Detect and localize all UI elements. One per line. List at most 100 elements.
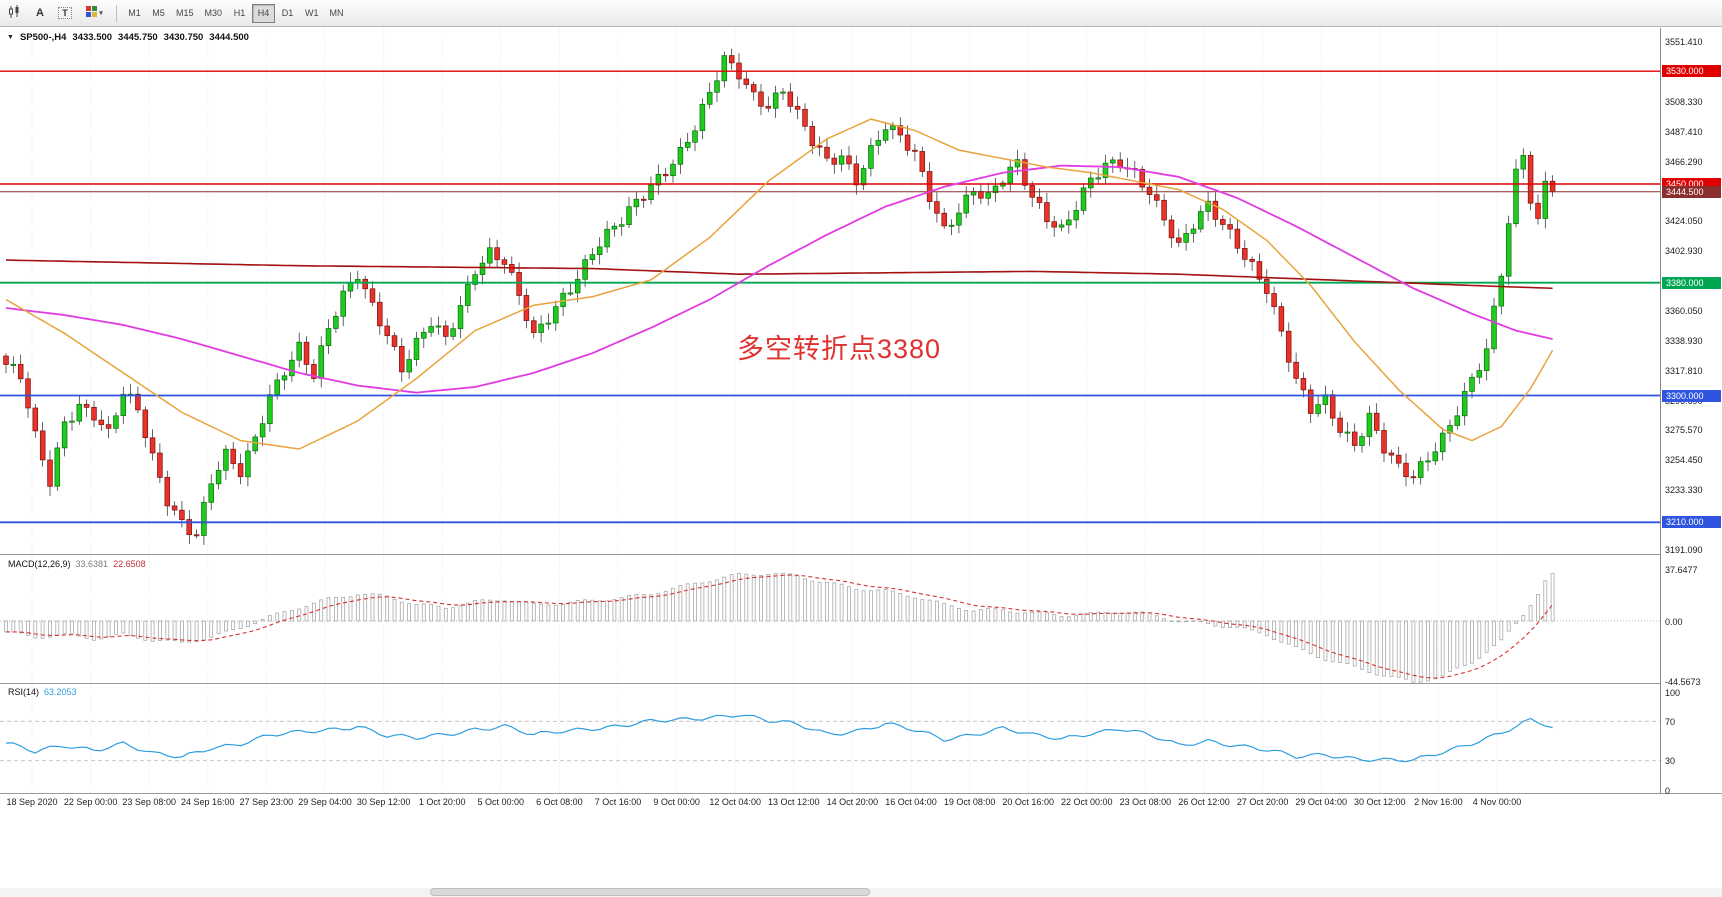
rsi-line (6, 714, 1553, 763)
price-axis-label: 3338.930 (1665, 336, 1703, 347)
price-chart-canvas[interactable] (0, 28, 1660, 554)
macd-signal-value: 22.6508 (113, 559, 146, 569)
rsi-label: RSI(14) 63.2053 (8, 687, 77, 697)
symbol-ohlc-label: ▼ SP500-,H4 3433.500 3445.750 3430.750 3… (7, 32, 249, 43)
toolbar-separator (116, 4, 117, 22)
toolbar: A T ▾ M1 M5 M15 M30 H1 H4 D1 W1 MN (0, 0, 1722, 27)
timeframe-toolbar: M1 M5 M15 M30 H1 H4 D1 W1 MN (123, 3, 349, 23)
time-axis-label: 6 Oct 08:00 (536, 797, 583, 807)
price-chart-svg (0, 28, 1660, 554)
rsi-panel-canvas[interactable] (0, 684, 1660, 793)
time-gridlines (31, 684, 1498, 793)
time-axis-label: 4 Nov 00:00 (1472, 797, 1522, 807)
time-axis-label: 19 Oct 08:00 (943, 797, 996, 807)
ma-long-line (5, 259, 1553, 290)
panel-divider[interactable] (0, 683, 1722, 684)
price-axis-label: 3233.330 (1665, 484, 1703, 495)
ma-fast-line (5, 118, 1554, 450)
rsi-value: 63.2053 (44, 687, 77, 697)
macd-axis-label: 0.00 (1665, 616, 1683, 627)
timeframe-button-mn[interactable]: MN (329, 8, 344, 18)
time-axis-label: 2 Nov 16:00 (1414, 797, 1463, 807)
time-axis-label: 27 Sep 23:00 (239, 797, 294, 807)
time-axis-label: 1 Oct 20:00 (418, 797, 466, 807)
price-axis-label: 3317.810 (1665, 365, 1703, 376)
macd-panel-canvas[interactable] (0, 555, 1660, 683)
time-axis-label: 5 Oct 00:00 (477, 797, 525, 807)
candles (3, 48, 1556, 545)
price-axis-label: 3275.570 (1665, 425, 1703, 436)
time-axis-label: 22 Sep 00:00 (63, 797, 118, 807)
time-axis-label: 29 Sep 04:00 (298, 797, 352, 807)
price-line-badge: 3300.000 (1662, 389, 1721, 402)
price-axis-label: 3487.410 (1665, 126, 1703, 137)
time-axis-label: 23 Oct 08:00 (1119, 797, 1172, 807)
price-axis-label: 3402.930 (1665, 245, 1703, 256)
timeframe-button-h1[interactable]: H1 (233, 8, 246, 18)
ohlc-open: 3433.500 (72, 32, 113, 43)
price-axis[interactable]: 3551.410 3508.330 3487.410 3466.290 3424.050… (1660, 28, 1722, 796)
time-axis-label: 16 Oct 04:00 (885, 797, 937, 807)
time-axis-label: 18 Sep 2020 (6, 797, 58, 807)
timeframe-button-h4[interactable]: H4 (252, 3, 276, 23)
timeframe-button-m15[interactable]: M15 (176, 8, 194, 18)
frame-tool-button[interactable]: T (53, 2, 77, 25)
macd-axis-label: -44.5673 (1665, 677, 1701, 688)
time-axis-label: 9 Oct 00:00 (653, 797, 700, 807)
text-tool-button[interactable]: A (28, 2, 52, 25)
symbol-dropdown-icon[interactable]: ▼ (7, 34, 14, 41)
time-axis[interactable]: 18 Sep 2020 22 Sep 00:00 23 Sep 08:00 24 Se… (0, 794, 1660, 812)
time-axis-label: 23 Sep 08:00 (122, 797, 176, 807)
macd-main-value: 33.6381 (75, 559, 109, 569)
timeframe-button-w1[interactable]: W1 (305, 8, 319, 18)
rsi-axis-label: 0 (1665, 785, 1671, 796)
time-axis-label: 22 Oct 00:00 (1061, 797, 1113, 807)
colors-tool-button[interactable]: ▾ (78, 2, 110, 25)
price-axis-label: 3360.050 (1665, 306, 1703, 317)
macd-signal-line (6, 574, 1554, 679)
chart-annotation-text: 多空转折点3380 (737, 334, 942, 364)
price-axis-label: 3508.330 (1665, 97, 1703, 108)
price-axis-label: 3424.050 (1665, 216, 1703, 227)
time-axis-label: 24 Sep 16:00 (181, 797, 235, 807)
timeframe-button-m5[interactable]: M5 (152, 8, 165, 18)
scrollbar-thumb[interactable] (430, 888, 870, 896)
macd-title: MACD(12,26,9) (8, 559, 71, 569)
ma-slow-line (5, 164, 1553, 394)
price-line-badge: 3444.500 (1662, 185, 1721, 198)
rsi-svg (0, 684, 1660, 793)
rsi-level-lines (0, 720, 1660, 762)
time-axis-label: 13 Oct 12:00 (768, 797, 820, 807)
rsi-title: RSI(14) (8, 687, 40, 697)
macd-histogram (4, 572, 1555, 683)
time-axis-label: 30 Sep 12:00 (356, 797, 411, 807)
price-axis-label: 3191.090 (1665, 544, 1703, 555)
macd-axis-label: 37.6477 (1665, 565, 1698, 576)
chevron-down-icon: ▾ (99, 10, 103, 17)
timeframe-button-m30[interactable]: M30 (204, 8, 223, 18)
time-axis-label: 12 Oct 04:00 (709, 797, 761, 807)
symbol-name: SP500-,H4 (19, 32, 67, 43)
candlestick-icon (8, 4, 22, 22)
time-gridlines (31, 555, 1498, 683)
macd-label: MACD(12,26,9) 33.6381 22.6508 (8, 559, 146, 569)
horizontal-scrollbar[interactable] (0, 888, 1722, 897)
palette-icon (85, 5, 98, 21)
time-axis-label: 30 Oct 12:00 (1354, 797, 1406, 807)
macd-svg (0, 555, 1660, 683)
time-axis-label: 27 Oct 20:00 (1236, 797, 1289, 807)
chart-style-tool-button[interactable] (3, 2, 27, 25)
price-axis-label: 3254.450 (1665, 455, 1703, 466)
frame-tool-icon: T (58, 7, 72, 19)
ohlc-close: 3444.500 (209, 32, 249, 43)
rsi-axis-label: 70 (1665, 716, 1676, 727)
panel-divider[interactable] (0, 554, 1722, 555)
panel-divider[interactable] (0, 793, 1722, 794)
timeframe-button-d1[interactable]: D1 (281, 8, 294, 18)
price-line-badge: 3380.000 (1662, 276, 1721, 289)
time-axis-label: 20 Oct 16:00 (1002, 797, 1054, 807)
price-line-badge: 3530.000 (1662, 65, 1721, 78)
time-axis-label: 7 Oct 16:00 (594, 797, 642, 807)
timeframe-button-m1[interactable]: M1 (128, 8, 141, 18)
